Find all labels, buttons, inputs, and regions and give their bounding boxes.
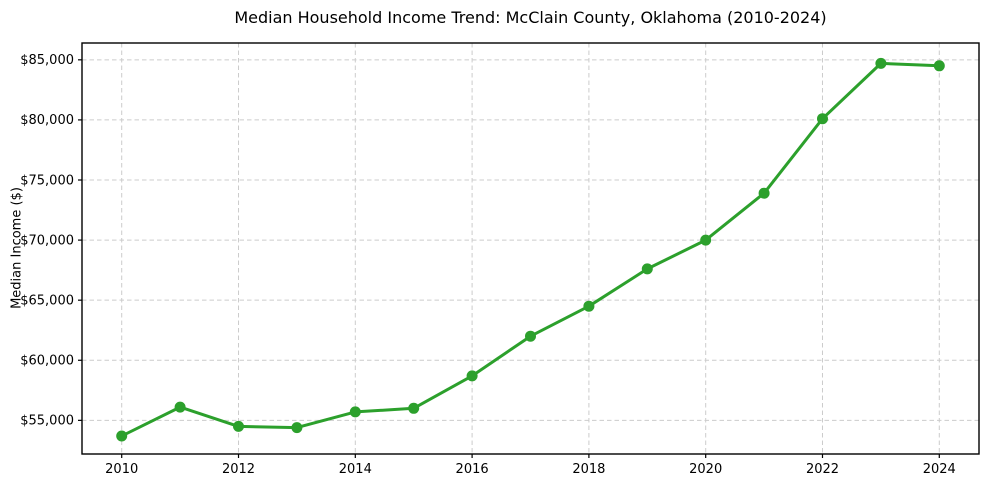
y-tick-label: $85,000 bbox=[20, 53, 74, 68]
data-point-2017 bbox=[525, 330, 536, 342]
data-point-2020 bbox=[700, 234, 712, 246]
data-point-2013 bbox=[291, 422, 303, 434]
data-point-2015 bbox=[408, 402, 420, 414]
plot-border bbox=[81, 42, 980, 455]
x-tick-label: 2024 bbox=[923, 462, 956, 477]
y-tick-label: $70,000 bbox=[20, 233, 74, 248]
x-tick-label: 2022 bbox=[806, 462, 839, 477]
data-point-2024 bbox=[933, 60, 945, 72]
data-point-2023 bbox=[875, 57, 887, 69]
data-point-2022 bbox=[817, 113, 828, 125]
x-tick-label: 2020 bbox=[689, 462, 722, 477]
data-point-2019 bbox=[641, 263, 653, 275]
y-tick-label: $55,000 bbox=[20, 414, 74, 429]
x-tick-label: 2014 bbox=[339, 462, 372, 477]
y-axis-label: Median Income ($) bbox=[9, 187, 25, 309]
y-tick-label: $75,000 bbox=[20, 173, 74, 188]
trend-line bbox=[120, 61, 941, 438]
data-point-2021 bbox=[758, 187, 770, 199]
chart-title: Median Household Income Trend: McClain C… bbox=[234, 8, 827, 27]
x-tick-label: 2012 bbox=[222, 462, 255, 477]
data-point-2016 bbox=[466, 370, 478, 382]
data-point-2010 bbox=[116, 430, 128, 442]
x-tick-label: 2018 bbox=[572, 462, 605, 477]
data-point-2014 bbox=[349, 406, 361, 418]
x-tick-label: 2010 bbox=[105, 462, 138, 477]
x-tick-label: 2016 bbox=[456, 462, 489, 477]
data-point-2011 bbox=[174, 401, 186, 413]
data-point-2018 bbox=[583, 300, 595, 312]
y-tick-label: $65,000 bbox=[20, 293, 74, 308]
data-point-2012 bbox=[233, 420, 244, 432]
y-tick-label: $80,000 bbox=[20, 113, 74, 128]
y-tick-label: $60,000 bbox=[20, 354, 74, 369]
